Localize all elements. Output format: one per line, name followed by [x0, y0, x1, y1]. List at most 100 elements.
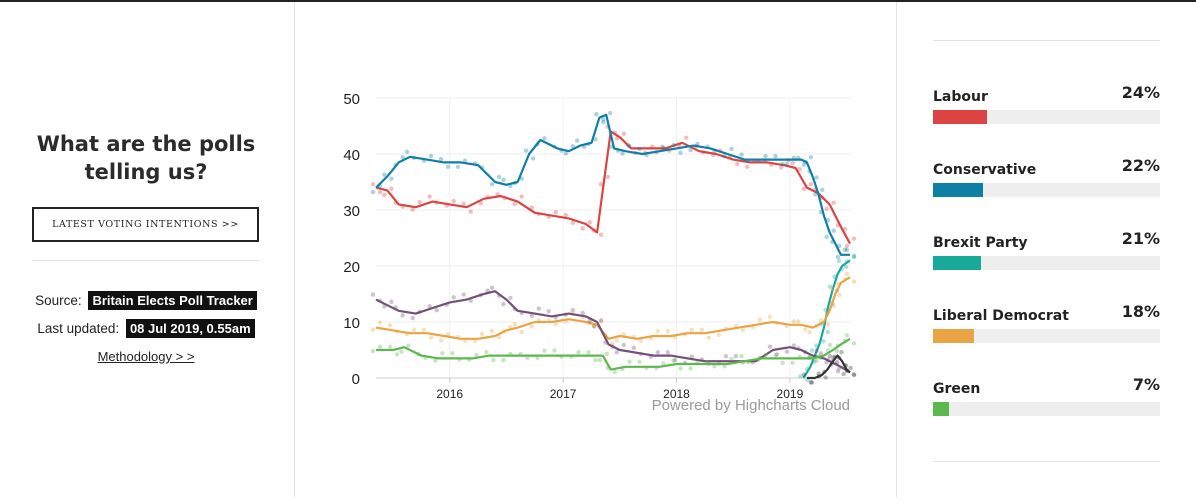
poll-point — [842, 247, 848, 252]
poll-point — [844, 271, 850, 277]
poll-point — [438, 156, 444, 162]
party-percentage: 24% — [1121, 83, 1160, 102]
poll-point — [851, 372, 857, 377]
poll-point — [377, 344, 383, 349]
poll-point — [784, 161, 790, 167]
poll-point — [598, 182, 604, 187]
poll-point — [796, 319, 801, 324]
poll-point — [410, 315, 415, 321]
poll-point — [605, 174, 611, 180]
poll-point — [370, 189, 376, 195]
poll-point — [827, 284, 833, 289]
poll-point — [377, 320, 383, 325]
party-name: Conservative — [933, 162, 1037, 178]
poll-point — [427, 304, 432, 309]
poll-point — [844, 333, 850, 338]
latest-voting-intentions-button[interactable]: LATEST VOTING INTENTIONS >> — [32, 207, 259, 242]
poll-point — [563, 212, 568, 218]
series-line[interactable] — [375, 276, 851, 340]
poll-point — [791, 319, 797, 324]
poll-point — [831, 228, 836, 233]
poll-point — [519, 329, 524, 335]
poll-point — [389, 176, 394, 181]
poll-point — [428, 154, 434, 159]
poll-point — [706, 335, 712, 340]
series-line[interactable] — [375, 113, 850, 256]
poll-point — [671, 358, 676, 363]
poll-point — [678, 366, 683, 371]
poll-point — [552, 348, 557, 353]
poll-point — [801, 162, 807, 167]
poll-point — [661, 145, 666, 151]
series-line[interactable] — [376, 337, 851, 371]
poll-point — [816, 371, 821, 376]
poll-point — [851, 253, 857, 259]
poll-point — [530, 156, 536, 161]
series-line[interactable] — [375, 130, 851, 245]
party-row-conservative: Conservative 22% — [933, 156, 1160, 212]
last-updated-row: Last updated: 08 Jul 2019, 0.55am — [0, 319, 292, 338]
poll-point — [427, 194, 432, 199]
poll-point — [797, 166, 802, 172]
poll-point — [597, 357, 602, 363]
party-row-green: Green 7% — [933, 375, 1160, 431]
poll-point — [767, 314, 773, 320]
panel-title-line1: What are the polls — [36, 132, 256, 156]
poll-point — [763, 154, 768, 159]
poll-point — [607, 110, 613, 116]
party-name: Liberal Democrat — [933, 308, 1069, 324]
poll-point — [387, 344, 393, 349]
poll-point — [370, 182, 376, 187]
poll-point — [851, 254, 857, 260]
party-bar-fill — [933, 402, 949, 416]
poll-point — [745, 164, 750, 170]
poll-point — [825, 322, 831, 327]
poll-point — [598, 232, 604, 237]
poll-chart-panel: 0 10 20 30 40 50 2016 2017 2018 2019 Powered by H… — [296, 2, 896, 497]
poll-point — [512, 322, 517, 327]
party-bar-fill — [933, 256, 981, 270]
poll-point — [598, 319, 604, 324]
divider — [933, 461, 1160, 462]
series-group — [370, 271, 857, 346]
poll-point — [594, 112, 599, 117]
poll-point — [665, 350, 671, 355]
poll-point — [608, 144, 614, 149]
poll-point — [637, 359, 642, 364]
chart-credit[interactable]: Powered by Highcharts Cloud — [652, 397, 850, 414]
poll-point — [834, 360, 840, 365]
poll-point — [841, 371, 846, 377]
series-line[interactable] — [806, 354, 851, 380]
y-tick-label: 0 — [352, 371, 360, 388]
methodology-link[interactable]: Methodology > > — [97, 349, 195, 364]
poll-point — [729, 146, 734, 152]
poll-point — [790, 360, 795, 366]
party-name: Labour — [933, 89, 988, 105]
poll-point — [655, 350, 661, 355]
poll-point — [678, 150, 683, 156]
party-percentage: 7% — [1132, 375, 1160, 394]
poll-point — [542, 348, 547, 353]
y-tick-label: 10 — [343, 315, 360, 332]
series-line[interactable] — [375, 290, 851, 374]
poll-point — [410, 207, 415, 212]
party-name: Brexit Party — [933, 235, 1028, 251]
poll-point — [406, 343, 411, 348]
poll-point — [474, 352, 479, 358]
poll-point — [468, 209, 473, 214]
poll-point — [848, 365, 853, 371]
poll-point — [631, 345, 637, 350]
poll-point — [688, 366, 693, 371]
poll-point — [370, 348, 376, 354]
panel-title: What are the polls telling us? — [0, 130, 292, 186]
poll-point — [370, 292, 376, 297]
x-tick-label: 2017 — [550, 387, 577, 401]
poll-point — [814, 358, 819, 363]
poll-point — [563, 151, 568, 156]
panel-title-line2: telling us? — [84, 160, 208, 184]
poll-point — [798, 374, 803, 379]
poll-point — [553, 210, 558, 215]
poll-point — [740, 327, 746, 333]
poll-point — [421, 327, 427, 333]
poll-point — [484, 350, 489, 355]
